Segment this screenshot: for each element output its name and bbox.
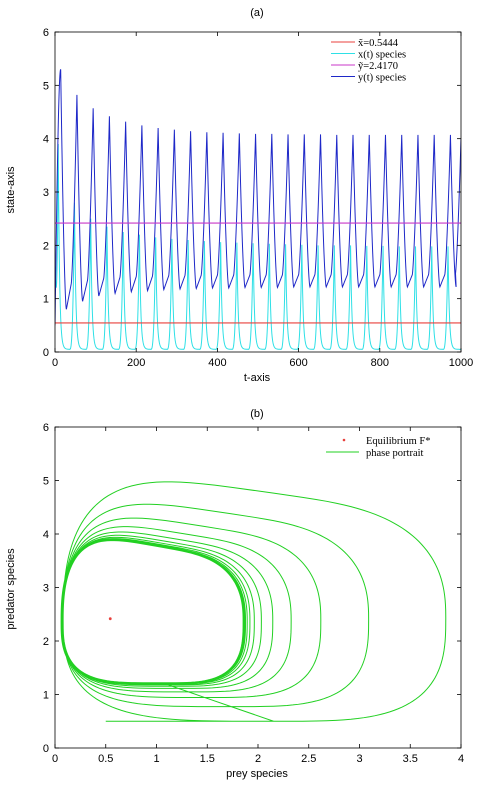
legend-equilibrium-label: Equilibrium F*	[366, 436, 430, 447]
chart-b-xtick-label: 2.5	[301, 753, 316, 765]
chart-a-xtick-label: 200	[127, 357, 145, 369]
chart-a-xtick-label: 1000	[449, 357, 473, 369]
chart-a-xlabel: t-axis	[244, 372, 271, 384]
chart-a: (a) 0 200 400 600 800 1000 0 1 2 3 4 5 6 t-axis stat…	[5, 7, 473, 384]
chart-a-plot-area	[55, 69, 461, 350]
chart-b-xtick-label: 4	[458, 753, 464, 765]
chart-b-frame	[54, 426, 462, 749]
chart-b-ytick-label: 6	[43, 422, 49, 434]
chart-b-ytick-label: 2	[43, 636, 49, 648]
legend-x-equilibrium-label: x̃=0.5444	[358, 38, 399, 49]
chart-a-axes: 0 200 400 600 800 1000 0 1 2 3 4 5 6	[43, 27, 473, 369]
chart-b-xtick-label: 0	[52, 753, 58, 765]
chart-b-xtick-label: 1	[153, 753, 159, 765]
chart-b-axes: 0 0.5 1 1.5 2 2.5 3 3.5 4 0 1 2 3 4 5 6	[43, 422, 464, 765]
legend-x-species-label: x(t) species	[358, 50, 406, 61]
chart-b-xlabel: prey species	[226, 768, 288, 780]
chart-b-legend: Equilibrium F*phase portrait	[326, 436, 430, 459]
chart-b-xtick-label: 3	[356, 753, 362, 765]
chart-a-ytick-label: 5	[43, 80, 49, 92]
chart-b-xtick-label: 3.5	[403, 753, 418, 765]
chart-b-plot-area	[60, 481, 447, 722]
phase-portrait-line	[60, 481, 447, 722]
chart-b-xtick-label: 1.5	[200, 753, 215, 765]
chart-a-ytick-label: 3	[43, 187, 49, 199]
chart-a-ylabel: state-axis	[5, 166, 17, 214]
equilibrium-point	[108, 617, 112, 621]
chart-a-xtick-label: 600	[289, 357, 307, 369]
chart-b-ytick-label: 5	[43, 476, 49, 488]
chart-b-ytick-label: 1	[43, 690, 49, 702]
chart-a-ytick-label: 2	[43, 240, 49, 252]
legend-equilibrium-swatch	[342, 438, 346, 442]
chart-a-ytick-label: 6	[43, 27, 49, 39]
series-y-species-line	[55, 69, 461, 326]
chart-b-xtick-label: 2	[255, 753, 261, 765]
series-x-species-line	[55, 143, 461, 350]
chart-b-ylabel: predator species	[5, 548, 17, 630]
chart-a-xtick-label: 0	[52, 357, 58, 369]
chart-a-xtick-label: 400	[208, 357, 226, 369]
chart-a-ytick-label: 1	[43, 294, 49, 306]
chart-a-ytick-label: 0	[43, 347, 49, 359]
chart-b-xtick-label: 0.5	[98, 753, 113, 765]
legend-y-species-label: y(t) species	[358, 73, 406, 84]
chart-b: (b) 0 0.5 1 1.5 2 2.5 3 3.5 4 0 1 2 3 4 5 6 prey specie…	[5, 408, 464, 780]
chart-a-ytick-label: 4	[43, 134, 49, 146]
chart-b-ytick-label: 0	[43, 743, 49, 755]
chart-a-xtick-label: 800	[371, 357, 389, 369]
legend-y-equilibrium-label: ỹ=2.4170	[358, 61, 398, 72]
chart-b-title: (b)	[250, 408, 263, 420]
chart-a-title: (a)	[250, 7, 263, 19]
chart-b-ytick-label: 3	[43, 583, 49, 595]
chart-b-ytick-label: 4	[43, 529, 49, 541]
legend-phase-portrait-label: phase portrait	[366, 448, 424, 459]
